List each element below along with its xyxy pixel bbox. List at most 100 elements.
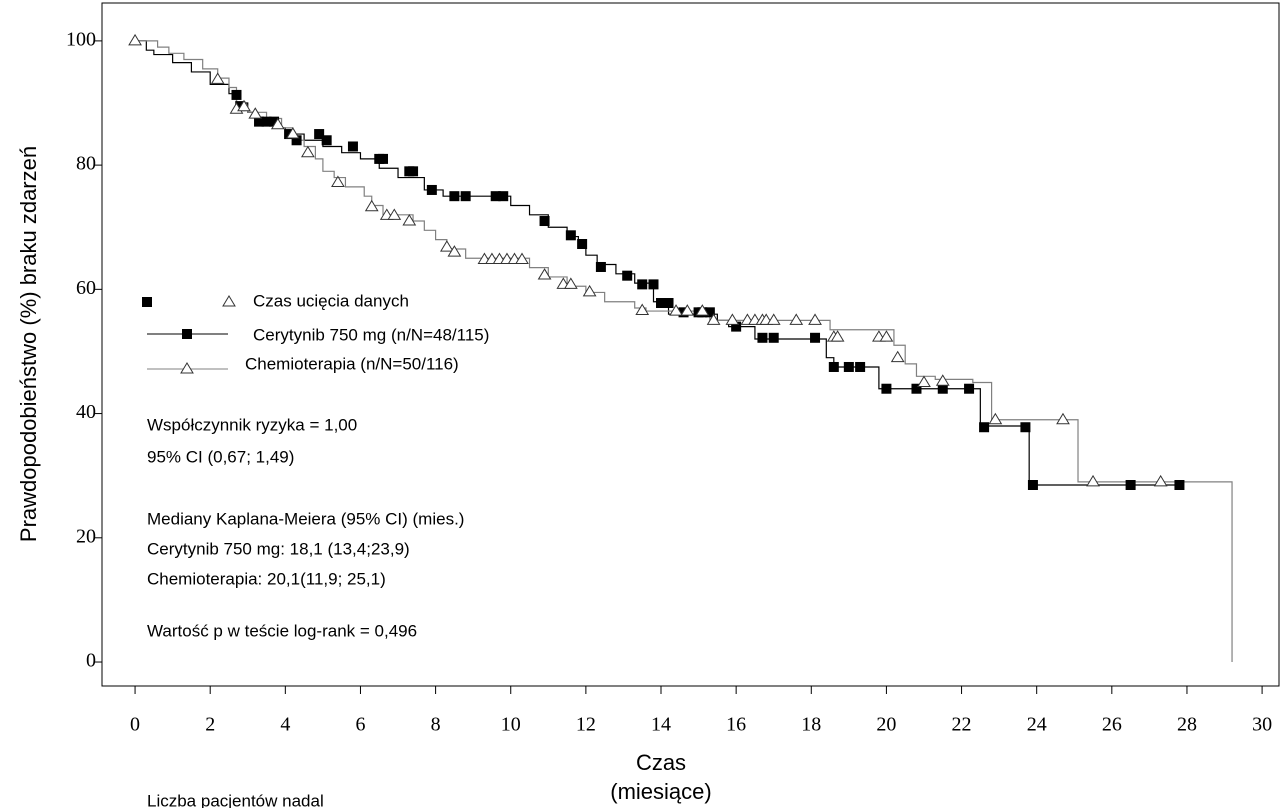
- censor-marker: [577, 239, 588, 250]
- x-tick-label: 8: [431, 714, 441, 736]
- censor-marker: [498, 191, 509, 202]
- annotation: Mediany Kaplana-Meiera (95% CI) (mies.): [147, 509, 464, 528]
- y-tick-label: 20: [76, 525, 96, 547]
- censor-marker: [1174, 480, 1185, 491]
- censor-marker: [565, 230, 576, 241]
- censor-marker: [731, 321, 742, 332]
- x-axis-title: (miesiące): [610, 779, 711, 804]
- censor-marker: [331, 175, 345, 188]
- annotation: Współczynnik ryzyka = 1,00: [147, 415, 357, 434]
- censor-marker: [808, 313, 822, 325]
- censor-marker: [595, 261, 606, 272]
- censor-marker: [757, 332, 768, 343]
- censor-marker: [248, 107, 263, 119]
- plot-frame: [101, 2, 1280, 687]
- censor-marker: [964, 383, 975, 394]
- censor-marker: [830, 330, 845, 342]
- censor-marker: [648, 279, 659, 290]
- censor-marker: [1086, 474, 1100, 487]
- censor-marker: [291, 135, 302, 146]
- legend-label: Cerytynib 750 mg (n/N=48/115): [253, 325, 489, 344]
- legend: Czas ucięcia danych Cerytynib 750 mg (n/…: [142, 291, 489, 374]
- x-tick-label: 10: [501, 714, 521, 736]
- censor-marker: [285, 127, 300, 139]
- censor-marker: [890, 350, 905, 363]
- x-tick-label: 2: [205, 714, 215, 736]
- x-tick-label: 0: [130, 714, 140, 736]
- censor-marker: [1027, 480, 1038, 491]
- censor-marker: [314, 129, 325, 140]
- censor-marker: [449, 191, 460, 202]
- censor-marker: [270, 117, 285, 130]
- x-tick-label: 12: [576, 714, 596, 736]
- censor-marker: [935, 374, 950, 386]
- footer: Liczba pacjentów nadal: [147, 791, 324, 808]
- x-tick-label: 6: [355, 714, 365, 736]
- x-tick-label: 28: [1177, 714, 1197, 736]
- legend-label: Chemioterapia (n/N=50/116): [245, 354, 459, 373]
- censor-marker: [364, 199, 379, 212]
- annotation: 95% CI (0,67; 1,49): [147, 447, 294, 466]
- censor-marker: [635, 303, 650, 315]
- censor-marker: [917, 375, 931, 388]
- censor-marker: [426, 184, 437, 195]
- censor-marker: [637, 279, 648, 290]
- x-tick-label: 18: [801, 714, 821, 736]
- censor-marker: [669, 304, 683, 316]
- censor-marker: [515, 252, 529, 265]
- y-tick-label: 80: [76, 153, 96, 175]
- censor-marker: [261, 116, 272, 127]
- censor-marker: [843, 361, 854, 372]
- censor-marker: [408, 166, 419, 177]
- annotation: Chemioterapia: 20,1(11,9; 25,1): [147, 569, 386, 588]
- y-tick-label: 40: [76, 401, 96, 423]
- censor-marker: [828, 361, 839, 372]
- censor-marker: [855, 361, 866, 372]
- censor-marker: [706, 313, 721, 325]
- censor-marker: [128, 33, 142, 46]
- censor-marker: [563, 277, 578, 289]
- censor-marker: [582, 284, 597, 297]
- y-tick-label: 0: [86, 650, 96, 672]
- censor-marker: [300, 145, 315, 158]
- censor-marker: [1125, 480, 1136, 491]
- annotation: Cerytynib 750 mg: 18,1 (13,4;23,9): [147, 539, 410, 558]
- censor-marker: [810, 332, 821, 343]
- legend-marker: [180, 362, 194, 374]
- censor-marker: [622, 270, 633, 281]
- censor-marker: [254, 116, 265, 127]
- censor-marker: [680, 304, 695, 316]
- censor-marker: [766, 313, 781, 325]
- censor-marker: [663, 298, 674, 309]
- censor-marker: [460, 191, 471, 202]
- censor-marker: [1153, 474, 1168, 487]
- legend-marker: [222, 295, 236, 307]
- x-tick-label: 16: [726, 714, 746, 736]
- censor-marker: [879, 330, 894, 342]
- y-axis-title: Prawdopodobieństwo (%) braku zdarzeń: [16, 146, 41, 542]
- censor-marker: [210, 72, 225, 84]
- x-tick-label: 20: [876, 714, 896, 736]
- censor-marker: [704, 307, 715, 318]
- censor-marker: [979, 422, 990, 433]
- censor-marker: [725, 313, 740, 325]
- censor-marker: [402, 214, 417, 226]
- annotation: Wartość p w teście log-rank = 0,496: [147, 621, 417, 640]
- x-tick-label: 26: [1102, 714, 1122, 736]
- censor-marker: [321, 135, 332, 146]
- x-tick-label: 22: [952, 714, 972, 736]
- x-tick-label: 24: [1027, 714, 1047, 736]
- censor-marker: [988, 412, 1003, 425]
- y-tick-label: 60: [76, 277, 96, 299]
- censor-marker: [768, 332, 779, 343]
- censor-marker: [387, 208, 402, 220]
- censor-marker: [231, 89, 242, 100]
- censor-marker: [439, 240, 454, 252]
- censor-marker: [789, 313, 804, 325]
- legend-marker: [142, 297, 152, 307]
- x-tick-label: 14: [651, 714, 671, 736]
- censor-marker: [911, 383, 922, 394]
- censor-marker: [237, 99, 251, 112]
- censor-marker: [1056, 412, 1070, 425]
